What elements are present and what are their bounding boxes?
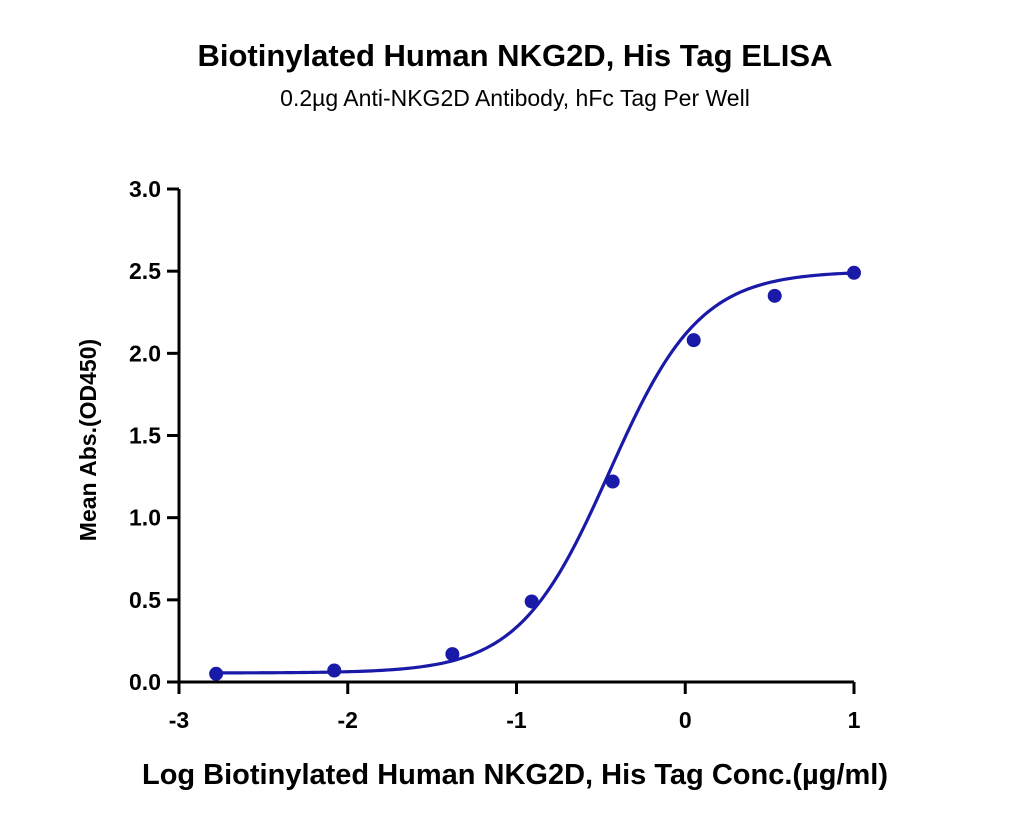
data-point xyxy=(605,474,620,489)
data-point xyxy=(767,288,782,303)
y-tick-label: 2.5 xyxy=(129,258,161,284)
data-points-layer xyxy=(209,265,861,681)
x-axis-title: Log Biotinylated Human NKG2D, His Tag Co… xyxy=(142,759,888,791)
fit-curve xyxy=(216,271,855,675)
y-tick-label: 1.5 xyxy=(129,423,161,449)
x-ticks: -3 -2 -1 0 1 xyxy=(169,682,861,733)
x-tick-label: -2 xyxy=(338,707,358,733)
data-point xyxy=(327,663,342,678)
y-axis-title: Mean Abs.(OD450) xyxy=(75,339,101,541)
axes xyxy=(177,189,854,684)
data-point xyxy=(209,666,224,681)
fit-curve-layer xyxy=(216,271,855,675)
data-point xyxy=(445,647,460,662)
y-tick-label: 1.0 xyxy=(129,505,161,531)
data-point xyxy=(847,265,861,280)
y-tick-label: 3.0 xyxy=(129,176,161,202)
y-ticks: 0.0 0.5 1.0 1.5 2.0 2.5 3.0 xyxy=(129,176,179,695)
x-tick-label: 1 xyxy=(848,707,861,733)
y-tick-label: 0.5 xyxy=(129,587,161,613)
data-point xyxy=(686,333,701,348)
x-tick-label: -3 xyxy=(169,707,189,733)
chart-title: Biotinylated Human NKG2D, His Tag ELISA xyxy=(197,38,832,73)
data-point xyxy=(524,594,539,609)
x-tick-label: -1 xyxy=(506,707,527,733)
y-tick-label: 2.0 xyxy=(129,340,161,366)
chart-subtitle: 0.2µg Anti-NKG2D Antibody, hFc Tag Per W… xyxy=(280,85,750,111)
y-tick-label: 0.0 xyxy=(129,669,161,695)
x-tick-label: 0 xyxy=(679,707,692,733)
